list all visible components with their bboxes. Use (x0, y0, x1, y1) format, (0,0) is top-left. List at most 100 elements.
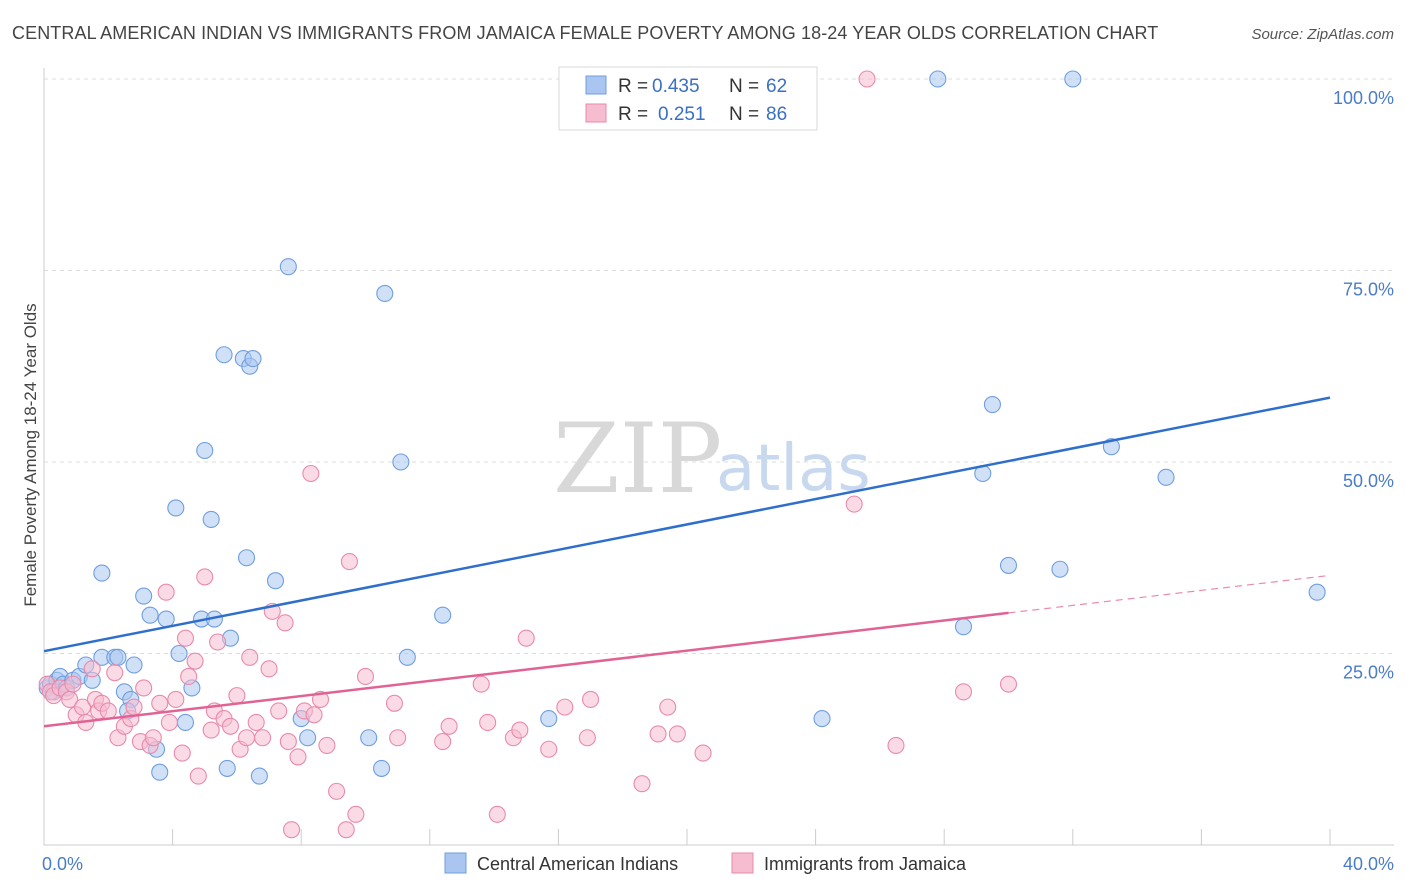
trend-lines (43, 396, 1331, 728)
point-s0-36 (250, 767, 268, 785)
point-s0-55 (1064, 70, 1082, 88)
chart-title: CENTRAL AMERICAN INDIAN VS IMMIGRANTS FR… (12, 23, 1158, 43)
point-s1-34 (202, 721, 220, 739)
point-s0-45 (398, 648, 416, 666)
point-s1-61 (356, 667, 375, 686)
y-tick-label-3: 100.0% (1333, 88, 1394, 108)
point-s1-39 (228, 687, 246, 705)
point-s0-22 (170, 644, 188, 663)
point-s1-67 (479, 713, 497, 731)
watermark-atlas: atlas (716, 432, 871, 506)
point-s0-18 (141, 606, 159, 624)
point-s1-65 (440, 717, 458, 735)
point-s1-38 (221, 717, 240, 735)
legend-r-label-2: R = (618, 104, 648, 125)
legend-n-value-1: 62 (766, 76, 787, 97)
legend-n-label-1: N = (729, 76, 759, 97)
point-s0-17 (135, 587, 153, 605)
point-s1-44 (254, 729, 272, 747)
point-s1-10 (83, 660, 101, 678)
point-s1-79 (668, 725, 686, 743)
point-s1-42 (241, 648, 259, 666)
point-s1-57 (328, 782, 346, 800)
trend-line-dashed-s1 (1008, 574, 1331, 614)
point-s1-51 (289, 748, 307, 766)
point-s0-14 (125, 656, 143, 674)
axes (43, 68, 1394, 846)
bottom-legend-swatch-central-american (444, 852, 467, 874)
point-s1-78 (659, 698, 677, 716)
point-s1-76 (633, 775, 651, 793)
point-s0-20 (157, 610, 175, 628)
point-s0-33 (237, 549, 256, 567)
point-s1-43 (247, 713, 265, 731)
legend-n-label-2: N = (729, 104, 759, 125)
y-tick-label-1: 50.0% (1343, 471, 1394, 491)
point-s1-45 (260, 660, 278, 678)
point-s1-23 (144, 729, 162, 747)
point-s1-54 (305, 706, 323, 724)
point-s0-48 (813, 710, 831, 728)
chart-source: Source: ZipAtlas.com (1251, 26, 1394, 43)
point-s0-53 (999, 556, 1018, 574)
point-s1-60 (347, 805, 365, 823)
point-s0-50 (983, 395, 1001, 414)
point-s1-74 (578, 729, 596, 747)
point-s1-59 (340, 553, 358, 571)
point-s0-38 (279, 258, 297, 276)
point-s0-21 (167, 499, 185, 517)
y-tick-label-0: 25.0% (1343, 663, 1394, 683)
point-s1-27 (167, 690, 185, 709)
point-s1-84 (887, 736, 905, 754)
point-s1-64 (434, 733, 452, 751)
point-s0-54 (1051, 560, 1069, 578)
point-s1-72 (540, 740, 558, 758)
x-tick-label-min: 0.0% (42, 854, 83, 874)
point-s0-29 (215, 346, 233, 364)
point-s1-62 (385, 694, 403, 712)
trend-line-s1 (43, 611, 1009, 728)
point-s1-31 (186, 652, 204, 670)
point-s1-19 (125, 698, 143, 716)
bottom-legend-label-jamaica: Immigrants from Jamaica (764, 854, 967, 874)
point-s1-83 (999, 675, 1018, 693)
point-s1-28 (173, 744, 191, 762)
point-s1-56 (318, 736, 336, 754)
point-s1-81 (858, 70, 876, 88)
point-s0-58 (1308, 583, 1326, 601)
point-s1-53 (302, 464, 320, 483)
point-s0-27 (202, 510, 220, 529)
point-s1-26 (160, 713, 178, 731)
bottom-legend: Central American Indians Immigrants from… (444, 852, 967, 874)
point-s0-47 (540, 710, 558, 728)
point-s0-37 (266, 572, 285, 590)
point-s0-42 (392, 453, 410, 471)
point-s1-15 (106, 664, 124, 682)
point-s1-14 (99, 702, 117, 720)
point-s1-36 (209, 633, 227, 651)
point-s1-30 (180, 667, 198, 686)
point-s0-46 (434, 606, 452, 624)
x-tick-label-max: 40.0% (1343, 854, 1394, 874)
point-s0-60 (151, 763, 169, 781)
point-s0-59 (93, 564, 111, 582)
point-s1-75 (581, 690, 600, 709)
trend-line-s0 (43, 396, 1331, 653)
point-s1-63 (389, 729, 407, 747)
point-s0-61 (109, 648, 127, 666)
point-s1-70 (511, 721, 529, 739)
legend-swatch-jamaica (585, 103, 607, 123)
watermark-zip: ZIP (553, 403, 722, 515)
point-s1-50 (283, 821, 301, 839)
legend-swatch-central-american (585, 75, 607, 95)
point-s0-49 (929, 70, 947, 88)
point-s1-32 (189, 767, 207, 785)
legend-n-value-2: 86 (766, 104, 787, 125)
point-s1-49 (279, 733, 297, 751)
point-s0-43 (373, 759, 391, 777)
legend-r-value-1: 0.435 (652, 76, 700, 97)
point-s0-44 (360, 729, 378, 747)
point-s0-51 (954, 618, 973, 636)
point-s1-33 (196, 568, 214, 586)
